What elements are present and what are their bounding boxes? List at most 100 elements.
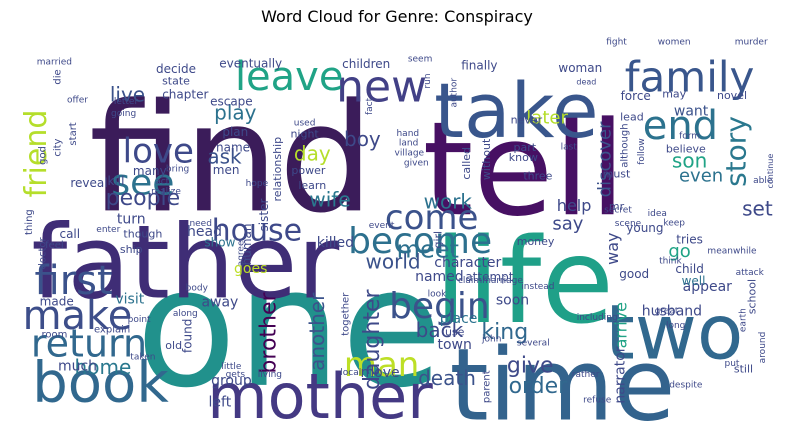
word-boy: boy: [344, 127, 381, 151]
word-king: king: [481, 320, 528, 345]
word-novel: novel: [717, 89, 747, 102]
word-called: called: [460, 147, 473, 180]
word-murder: murder: [735, 38, 768, 48]
word-world: world: [366, 249, 421, 273]
word-house: house: [212, 214, 302, 249]
word-want: want: [674, 104, 709, 120]
word-though: though: [123, 227, 162, 240]
word-many: many: [133, 164, 167, 178]
word-order: order: [509, 374, 569, 399]
word-live: live: [110, 83, 145, 107]
word-leave: leave: [235, 54, 344, 100]
word-letter: letter: [114, 97, 139, 107]
word-body: body: [186, 284, 209, 294]
word-idea: idea: [648, 209, 667, 219]
word-human: human: [240, 223, 254, 265]
word-see: see: [111, 162, 174, 203]
word-use: use: [445, 325, 465, 338]
word-narrator: narrator: [612, 346, 628, 403]
word-form: form: [679, 132, 700, 142]
word-parent: parent: [482, 370, 493, 403]
word-meanwhile: meanwhile: [707, 247, 757, 257]
word-first: first: [35, 258, 113, 304]
word-even: even: [679, 165, 723, 186]
word-appear: appear: [683, 279, 733, 295]
word-play: play: [214, 100, 257, 124]
word-able: able: [753, 176, 773, 186]
word-mr: mr: [609, 200, 625, 213]
word-night: night: [290, 127, 319, 140]
word-away: away: [201, 294, 238, 310]
word-group: group: [211, 373, 252, 389]
word-begin: begin: [389, 286, 490, 327]
word-enter: enter: [96, 225, 120, 235]
word-last: last: [561, 143, 578, 153]
word-part: part: [514, 141, 537, 154]
word-one: one: [136, 232, 443, 424]
word-given: given: [404, 158, 429, 168]
word-back: back: [416, 318, 464, 342]
word-give: give: [507, 353, 554, 378]
word-plan: plan: [222, 125, 248, 139]
word-taken: taken: [130, 352, 155, 362]
word-state: state: [162, 75, 190, 88]
word-realize: realize: [151, 187, 181, 197]
word-think: think: [659, 256, 682, 266]
word-little: little: [221, 362, 242, 372]
word-three: three: [523, 170, 552, 183]
word-used: used: [294, 118, 316, 128]
word-young: young: [626, 221, 663, 235]
word-going: going: [111, 109, 136, 119]
word-ask: ask: [207, 145, 242, 169]
word-rather: rather: [572, 370, 600, 380]
word-call: call: [59, 227, 80, 241]
word-town: town: [438, 337, 472, 353]
word-escape: escape: [210, 95, 253, 109]
word-long: long: [666, 321, 685, 331]
word-fact: fact: [365, 97, 375, 115]
word-meet: meet: [397, 236, 459, 264]
word-end: end: [643, 103, 718, 149]
word-great: great: [655, 307, 679, 317]
word-put: put: [725, 359, 740, 369]
word-wife: wife: [309, 188, 350, 212]
word-feel: feel: [45, 240, 64, 251]
word-daughter: daughter: [360, 288, 385, 389]
word-reveal: reveal: [70, 176, 107, 190]
word-visit: visit: [115, 292, 144, 308]
word-marriage: marriage: [482, 276, 523, 286]
word-agree: agree: [237, 240, 247, 266]
word-continue: continue: [766, 154, 775, 189]
word-act: act: [155, 177, 169, 187]
word-despite: despite: [669, 381, 703, 391]
word-family: family: [625, 53, 755, 102]
word-lead: lead: [620, 111, 644, 124]
word-girl: girl: [431, 231, 444, 249]
word-seem: seem: [408, 54, 433, 64]
word-new: new: [336, 61, 427, 112]
word-relationship: relationship: [271, 137, 284, 202]
word-explain: explain: [94, 324, 130, 335]
word-death: death: [418, 366, 476, 390]
word-power: power: [291, 164, 325, 177]
word-without: without: [480, 138, 493, 180]
word-attack: attack: [736, 268, 765, 278]
word-much: much: [58, 358, 97, 374]
word-day: day: [294, 142, 331, 166]
word-goes: goes: [234, 261, 267, 277]
word-story: story: [719, 116, 752, 187]
word-way: way: [603, 233, 622, 265]
word-room: room: [41, 330, 67, 341]
word-sister: sister: [257, 199, 271, 232]
word-find: find: [89, 72, 374, 246]
word-character: character: [434, 255, 501, 271]
word-arrive: arrive: [612, 302, 631, 348]
word-die: die: [53, 69, 64, 84]
word-attempt: attempt: [465, 270, 513, 284]
word-mother: mother: [207, 360, 433, 429]
word-start: start: [68, 122, 79, 145]
word-believe: believe: [666, 142, 706, 155]
word-old: old: [165, 339, 182, 352]
word-head: head: [187, 224, 222, 240]
